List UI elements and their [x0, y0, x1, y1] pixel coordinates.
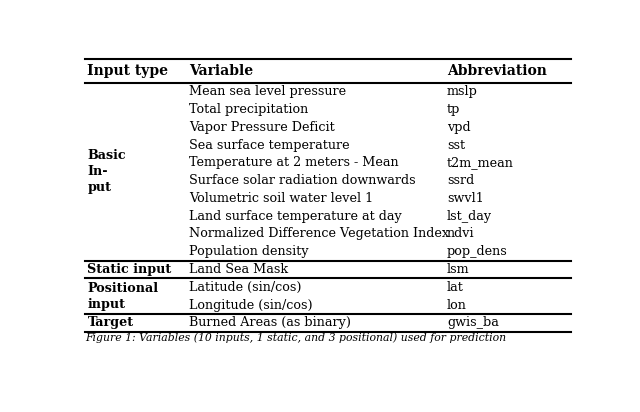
Text: lsm: lsm — [447, 263, 470, 276]
Text: ssrd: ssrd — [447, 174, 474, 187]
Text: Total precipitation: Total precipitation — [189, 103, 308, 116]
Text: Latitude (sin/cos): Latitude (sin/cos) — [189, 281, 301, 294]
Text: tp: tp — [447, 103, 460, 116]
Text: Static input: Static input — [88, 263, 172, 276]
Text: mslp: mslp — [447, 85, 478, 98]
Text: Normalized Difference Vegetation Index: Normalized Difference Vegetation Index — [189, 227, 449, 241]
Text: Surface solar radiation downwards: Surface solar radiation downwards — [189, 174, 416, 187]
Text: lst_day: lst_day — [447, 210, 492, 222]
Text: Target: Target — [88, 316, 134, 329]
Text: Basic
In-
put: Basic In- put — [88, 149, 126, 194]
Text: vpd: vpd — [447, 121, 470, 134]
Text: Temperature at 2 meters - Mean: Temperature at 2 meters - Mean — [189, 156, 399, 169]
Text: Population density: Population density — [189, 245, 308, 258]
Text: Burned Areas (as binary): Burned Areas (as binary) — [189, 316, 351, 329]
Text: Abbreviation: Abbreviation — [447, 64, 547, 78]
Text: ndvi: ndvi — [447, 227, 475, 241]
Text: Vapor Pressure Deficit: Vapor Pressure Deficit — [189, 121, 335, 134]
Text: Mean sea level pressure: Mean sea level pressure — [189, 85, 346, 98]
Text: Positional
input: Positional input — [88, 282, 159, 311]
Text: t2m_mean: t2m_mean — [447, 156, 514, 169]
Text: sst: sst — [447, 138, 465, 152]
Text: gwis_ba: gwis_ba — [447, 316, 499, 329]
Text: Longitude (sin/cos): Longitude (sin/cos) — [189, 299, 313, 311]
Text: Input type: Input type — [88, 64, 168, 78]
Text: Figure 1: Variables (10 inputs, 1 static, and 3 positional) used for prediction: Figure 1: Variables (10 inputs, 1 static… — [85, 333, 506, 344]
Text: lon: lon — [447, 299, 467, 311]
Text: lat: lat — [447, 281, 464, 294]
Text: swvl1: swvl1 — [447, 192, 484, 205]
Text: Land Sea Mask: Land Sea Mask — [189, 263, 288, 276]
Text: Volumetric soil water level 1: Volumetric soil water level 1 — [189, 192, 373, 205]
Text: Land surface temperature at day: Land surface temperature at day — [189, 210, 402, 222]
Text: pop_dens: pop_dens — [447, 245, 508, 258]
Text: Sea surface temperature: Sea surface temperature — [189, 138, 349, 152]
Text: Variable: Variable — [189, 64, 253, 78]
